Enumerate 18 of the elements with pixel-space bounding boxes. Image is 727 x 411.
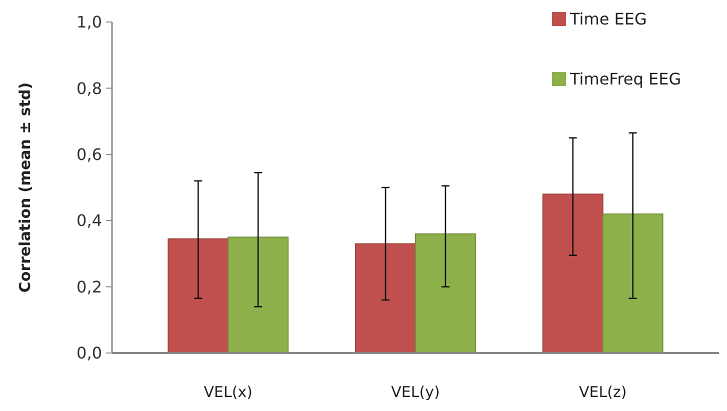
y-tick-label: 1,0 xyxy=(76,12,102,32)
x-tick-label: VEL(x) xyxy=(204,383,252,401)
bar xyxy=(602,213,664,354)
bar xyxy=(168,238,229,354)
bar xyxy=(415,233,476,354)
x-tick-label: VEL(y) xyxy=(391,383,440,401)
bar xyxy=(228,236,289,354)
bar xyxy=(542,194,604,354)
legend-label: TimeFreq EEG xyxy=(569,70,682,89)
y-tick-label: 0,4 xyxy=(76,211,102,230)
y-tick-label: 0,2 xyxy=(76,277,102,296)
y-tick-label: 0,6 xyxy=(76,145,102,164)
bar xyxy=(355,243,416,354)
legend-label: Time EEG xyxy=(569,10,647,29)
y-tick-label: 0,0 xyxy=(76,344,102,363)
y-axis-title: Correlation (mean ± std) xyxy=(16,82,34,293)
x-tick-label: VEL(z) xyxy=(579,383,627,401)
y-tick-label: 0,8 xyxy=(76,78,102,98)
